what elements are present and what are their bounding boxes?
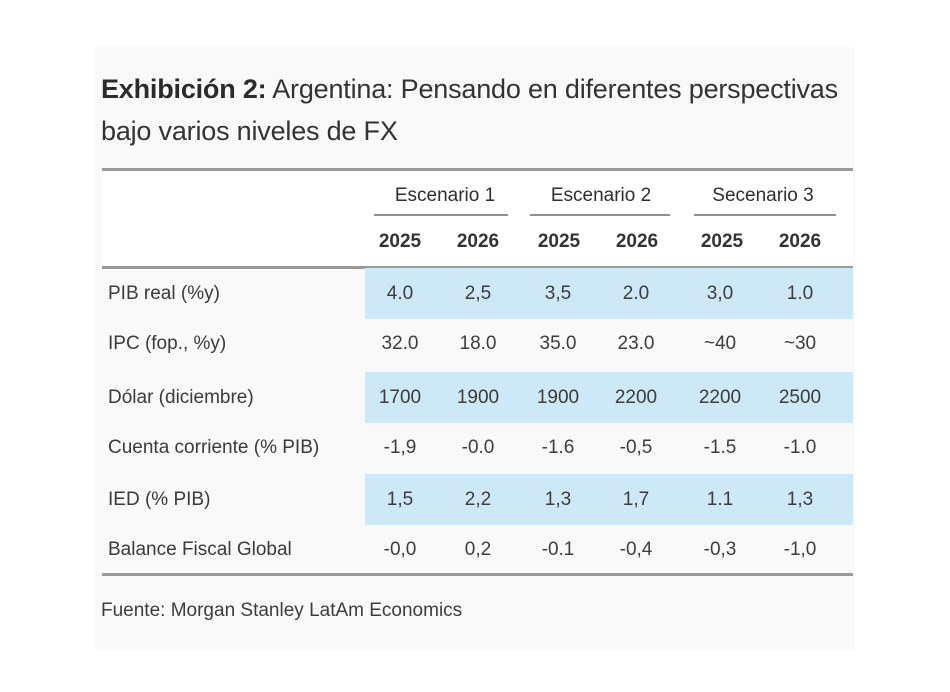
exhibit-title-lead: Exhibición 2: bbox=[101, 74, 267, 104]
table-cell: -0.1 bbox=[541, 539, 575, 560]
table-cell: 1,3 bbox=[786, 489, 814, 510]
scenario-header-2: Escenario 2 bbox=[550, 185, 652, 206]
scenario-underline-2 bbox=[530, 214, 670, 216]
year-header: 2026 bbox=[778, 231, 822, 252]
row-label: IED (% PIB) bbox=[108, 489, 211, 510]
scenario-underline-3 bbox=[694, 214, 836, 216]
scenario-header-3: Secenario 3 bbox=[712, 185, 814, 206]
table-cell: -0,0 bbox=[383, 539, 417, 560]
table-cell: ~40 bbox=[703, 333, 737, 354]
table-cell: 18.0 bbox=[459, 333, 497, 354]
table-cell: 2,5 bbox=[464, 283, 492, 304]
table-cell: -1,9 bbox=[383, 437, 417, 458]
row-highlight bbox=[365, 474, 853, 525]
table-bottom-rule bbox=[102, 573, 853, 576]
year-header: 2025 bbox=[700, 231, 744, 252]
table-cell: -0,5 bbox=[619, 437, 653, 458]
row-highlight bbox=[365, 268, 853, 319]
table-row: Dólar (diciembre) 1700 1900 1900 2200 2200 250… bbox=[102, 372, 853, 423]
row-label: IPC (fop., %y) bbox=[108, 333, 227, 354]
table-row: IED (% PIB) 1,5 2,2 1,3 1,7 1.1 1,3 bbox=[102, 474, 853, 525]
scenario-header-1: Escenario 1 bbox=[394, 185, 496, 206]
table-cell: 35.0 bbox=[539, 333, 577, 354]
row-highlight bbox=[365, 372, 853, 423]
table-cell: -0,3 bbox=[703, 539, 737, 560]
table-row: PIB real (%y) 4.0 2,5 3,5 2.0 3,0 1.0 bbox=[102, 268, 853, 319]
table-cell: 2.0 bbox=[622, 283, 650, 304]
row-label: Balance Fiscal Global bbox=[108, 539, 292, 560]
row-label: PIB real (%y) bbox=[108, 283, 220, 304]
table-cell: 1900 bbox=[536, 387, 580, 408]
table-cell: 1.0 bbox=[786, 283, 814, 304]
scenario-underline-1 bbox=[374, 214, 508, 216]
table-row: IPC (fop., %y) 32.0 18.0 35.0 23.0 ~40 ~30 bbox=[102, 318, 853, 369]
table-header-background bbox=[102, 171, 853, 266]
table-cell: -1.5 bbox=[703, 437, 737, 458]
year-header: 2025 bbox=[537, 231, 581, 252]
year-header: 2025 bbox=[378, 231, 422, 252]
year-header: 2026 bbox=[456, 231, 500, 252]
table-cell: -1,0 bbox=[783, 539, 817, 560]
table-cell: -1.6 bbox=[541, 437, 575, 458]
table-cell: 1,3 bbox=[544, 489, 572, 510]
table-cell: 3,0 bbox=[706, 283, 734, 304]
table-row: Cuenta corriente (% PIB) -1,9 -0.0 -1.6 -0,5… bbox=[102, 422, 853, 473]
exhibit-title-text: Argentina: Pensando en diferentes perspe… bbox=[101, 74, 838, 146]
table-cell: -0.0 bbox=[461, 437, 495, 458]
year-header: 2026 bbox=[615, 231, 659, 252]
table-cell: ~30 bbox=[783, 333, 817, 354]
table-row: Balance Fiscal Global -0,0 0,2 -0.1 -0,4 -0,3… bbox=[102, 524, 853, 575]
table-cell: 1.1 bbox=[706, 489, 734, 510]
table-cell: 2200 bbox=[698, 387, 742, 408]
table-cell: 23.0 bbox=[617, 333, 655, 354]
table-cell: 2200 bbox=[614, 387, 658, 408]
row-label: Dólar (diciembre) bbox=[108, 387, 254, 408]
exhibit-title: Exhibición 2: Argentina: Pensando en dif… bbox=[101, 68, 841, 152]
source-note: Fuente: Morgan Stanley LatAm Economics bbox=[101, 600, 463, 621]
table-cell: 1700 bbox=[378, 387, 422, 408]
table-cell: -1.0 bbox=[783, 437, 817, 458]
table-cell: -0,4 bbox=[619, 539, 653, 560]
table-cell: 2500 bbox=[778, 387, 822, 408]
row-label: Cuenta corriente (% PIB) bbox=[108, 437, 320, 458]
table-cell: 1900 bbox=[456, 387, 500, 408]
table-cell: 4.0 bbox=[386, 283, 414, 304]
table-top-rule bbox=[102, 168, 853, 171]
exhibit-card bbox=[95, 47, 855, 650]
table-header-rule bbox=[102, 266, 853, 269]
table-cell: 3,5 bbox=[544, 283, 572, 304]
table-cell: 1,5 bbox=[386, 489, 414, 510]
table-cell: 2,2 bbox=[464, 489, 492, 510]
table-cell: 1,7 bbox=[622, 489, 650, 510]
table-cell: 0,2 bbox=[464, 539, 492, 560]
table-cell: 32.0 bbox=[381, 333, 419, 354]
